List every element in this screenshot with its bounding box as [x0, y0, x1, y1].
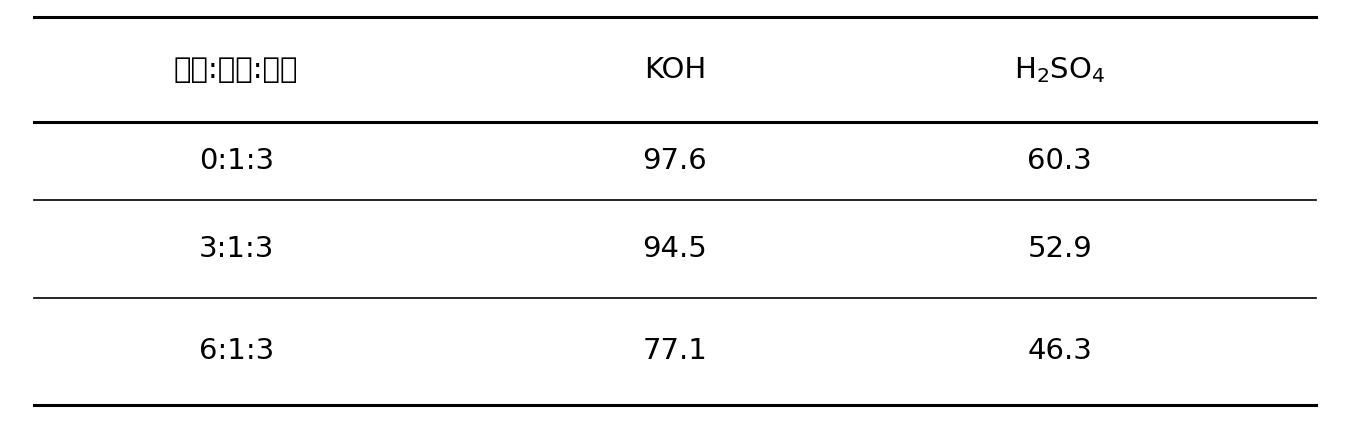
Text: 94.5: 94.5 — [643, 235, 707, 263]
Text: 97.6: 97.6 — [643, 147, 707, 176]
Text: 6:1:3: 6:1:3 — [198, 337, 274, 365]
Text: 甲醇:甘油:甲酯: 甲醇:甘油:甲酯 — [174, 56, 298, 84]
Text: 3:1:3: 3:1:3 — [198, 235, 274, 263]
Text: 0:1:3: 0:1:3 — [198, 147, 274, 176]
Text: 52.9: 52.9 — [1027, 235, 1092, 263]
Text: H$_2$SO$_4$: H$_2$SO$_4$ — [1014, 55, 1106, 84]
Text: 77.1: 77.1 — [643, 337, 707, 365]
Text: 60.3: 60.3 — [1027, 147, 1092, 176]
Text: KOH: KOH — [644, 56, 706, 84]
Text: 46.3: 46.3 — [1027, 337, 1092, 365]
